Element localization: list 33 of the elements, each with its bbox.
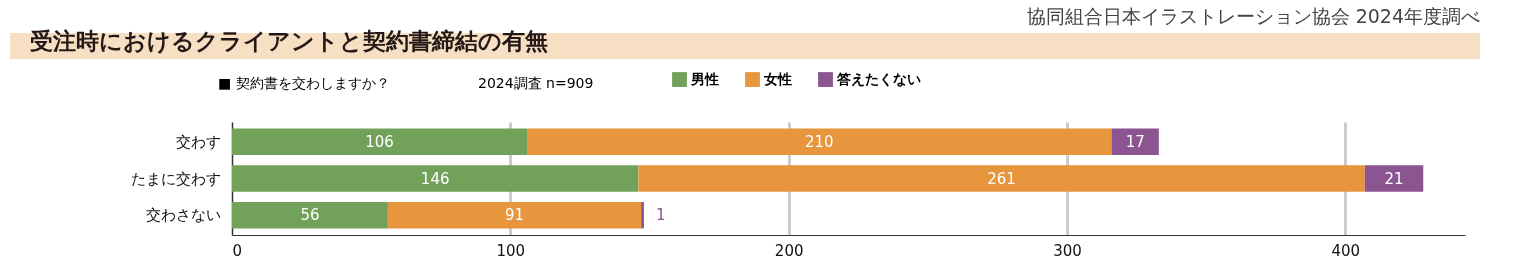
y-tick-label: 交わす	[175, 132, 221, 151]
bar	[1111, 128, 1159, 156]
text: 協同組合日本イラストレーション協会 2024年度調べ	[1026, 4, 1480, 29]
bar	[232, 165, 639, 192]
x-tick-label: 200	[774, 241, 804, 260]
x-tick-label: 0	[232, 241, 243, 260]
data-label: 106	[365, 132, 394, 151]
legend-label: 答えたくない	[836, 70, 921, 87]
data-label: 91	[504, 206, 525, 225]
data-label: 56	[300, 206, 320, 225]
bar	[638, 165, 1365, 192]
y-tick-label: たまに交わす	[130, 169, 221, 188]
legend-label: 女性	[763, 70, 792, 87]
bar	[232, 201, 388, 229]
bar	[387, 201, 642, 229]
bar	[1364, 165, 1424, 192]
data-label: 261	[987, 169, 1016, 188]
chart-subtitle: ■ 契約書を交わしますか？	[218, 75, 390, 93]
data-label: 1	[655, 206, 666, 225]
data-label: 17	[1125, 132, 1145, 151]
data-label: 210	[804, 132, 834, 151]
data-label: 146	[420, 169, 450, 188]
y-tick-label: 交わさない	[145, 206, 221, 225]
x-tick-label: 400	[1331, 241, 1361, 260]
data-label: 21	[1384, 169, 1404, 188]
chart-title: 受注時におけるクライアントと契約書締結の有無	[30, 27, 548, 56]
bar	[232, 128, 528, 156]
text: 2024調査 n=909	[478, 75, 594, 93]
x-tick-label: 100	[496, 241, 526, 260]
bar	[641, 201, 644, 229]
bar	[527, 128, 1112, 156]
x-tick-label: 300	[1053, 241, 1082, 260]
legend-label: 男性	[690, 70, 719, 87]
